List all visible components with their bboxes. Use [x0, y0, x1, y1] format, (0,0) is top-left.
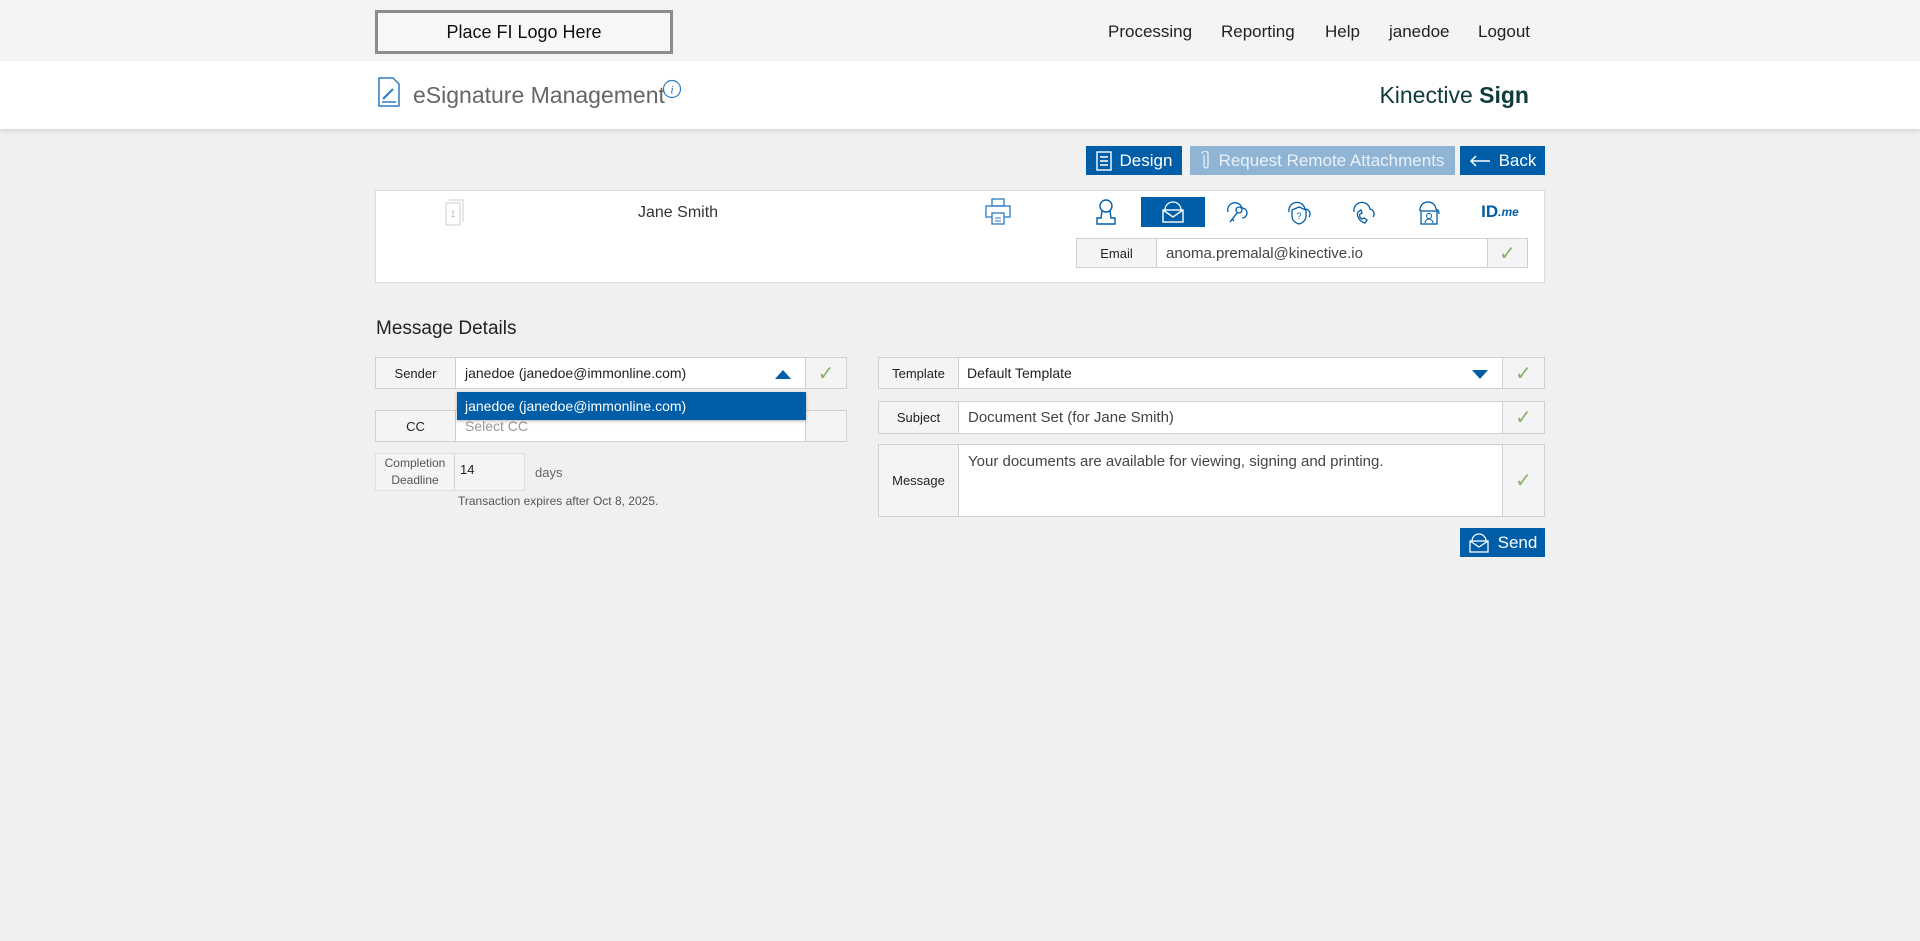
- deadline-label-2: Deadline: [391, 473, 439, 487]
- email-row: Email anoma.premalal@kinective.io ✓: [1076, 238, 1528, 268]
- deadline-box: Completion Deadline 14: [375, 453, 525, 491]
- auth-email-icon[interactable]: [1141, 197, 1205, 227]
- auth-shield-question-icon[interactable]: ?: [1279, 197, 1319, 227]
- auth-phone-icon[interactable]: [1343, 197, 1383, 227]
- sender-row: Sender janedoe (janedoe@immonline.com) ✓: [375, 357, 847, 389]
- app-header: [0, 61, 1920, 129]
- cc-check-area: [805, 411, 846, 441]
- svg-text:i: i: [670, 83, 673, 97]
- send-email-icon: [1468, 532, 1489, 553]
- sender-label: Sender: [376, 358, 456, 388]
- subject-input[interactable]: Document Set (for Jane Smith): [968, 409, 1174, 426]
- page-title: eSignature Management: [413, 82, 665, 108]
- svg-text:?: ?: [1296, 211, 1301, 221]
- email-label: Email: [1077, 239, 1157, 267]
- nav-logout[interactable]: Logout: [1478, 22, 1530, 41]
- nav-processing[interactable]: Processing: [1108, 22, 1193, 41]
- expiry-note: Transaction expires after Oct 8, 2025.: [458, 494, 659, 508]
- chevron-down-icon[interactable]: [1472, 370, 1488, 380]
- message-row: Message Your documents are available for…: [878, 444, 1545, 517]
- idme-text: ID: [1481, 202, 1499, 221]
- brand-bold: Sign: [1479, 82, 1529, 108]
- brand-light: Kinective: [1379, 82, 1473, 108]
- deadline-label-1: Completion: [384, 456, 446, 470]
- auth-person-icon[interactable]: [1086, 197, 1126, 227]
- back-label: Back: [1498, 150, 1537, 170]
- auth-idme-icon[interactable]: ID .me: [1475, 197, 1525, 227]
- sender-check-icon: ✓: [805, 358, 846, 388]
- email-value[interactable]: anoma.premalal@kinective.io: [1166, 244, 1363, 262]
- document-count: 1: [450, 209, 455, 219]
- design-button[interactable]: Design: [1086, 146, 1182, 175]
- sender-value: janedoe (janedoe@immonline.com): [465, 365, 687, 381]
- template-select[interactable]: Default Template: [959, 358, 1502, 388]
- subject-check-icon: ✓: [1502, 402, 1544, 433]
- send-label: Send: [1497, 532, 1538, 552]
- cc-label: CC: [376, 411, 456, 441]
- message-label: Message: [879, 445, 959, 516]
- template-check-icon: ✓: [1502, 358, 1544, 388]
- chevron-up-icon[interactable]: [775, 369, 791, 379]
- printer-icon[interactable]: [985, 198, 1011, 226]
- deadline-label: Completion Deadline: [376, 454, 455, 490]
- request-label: Request Remote Attachments: [1218, 150, 1445, 170]
- nav-help[interactable]: Help: [1325, 22, 1360, 41]
- email-check-icon: ✓: [1487, 239, 1527, 267]
- auth-id-card-icon[interactable]: [1409, 197, 1449, 227]
- request-remote-attachments-button[interactable]: Request Remote Attachments: [1190, 146, 1455, 175]
- deadline-unit: days: [535, 465, 563, 480]
- fi-logo-placeholder: Place FI Logo Here: [375, 10, 673, 54]
- brand-logo: Kinective Sign: [1378, 82, 1529, 109]
- message-textarea[interactable]: Your documents are available for viewing…: [968, 453, 1384, 470]
- idme-suffix: .me: [1498, 205, 1519, 219]
- cc-select[interactable]: Select CC: [465, 418, 529, 434]
- send-button[interactable]: Send: [1460, 528, 1545, 557]
- auth-key-icon[interactable]: [1216, 197, 1256, 227]
- top-bar: Place FI Logo Here Processing Reporting …: [0, 0, 1920, 61]
- signer-name: Jane Smith: [638, 204, 719, 221]
- message-details-title: Message Details: [376, 318, 517, 339]
- nav-user[interactable]: janedoe: [1389, 22, 1450, 41]
- template-row: Template Default Template ✓: [878, 357, 1545, 389]
- document-count-icon: 1: [445, 199, 464, 226]
- template-value: Default Template: [967, 365, 1072, 381]
- subject-label: Subject: [879, 402, 959, 433]
- nav-reporting[interactable]: Reporting: [1221, 22, 1295, 41]
- deadline-input[interactable]: 14: [455, 454, 524, 490]
- message-check-icon: ✓: [1502, 445, 1544, 516]
- esignature-document-icon: [378, 77, 400, 107]
- design-label: Design: [1119, 150, 1173, 170]
- back-button[interactable]: Back: [1460, 146, 1545, 175]
- sender-select[interactable]: janedoe (janedoe@immonline.com): [456, 358, 805, 388]
- paperclip-icon: [1200, 150, 1209, 169]
- template-label: Template: [879, 358, 959, 388]
- sender-option[interactable]: janedoe (janedoe@immonline.com): [457, 392, 806, 420]
- info-icon[interactable]: i: [662, 79, 682, 99]
- design-list-icon: [1095, 150, 1112, 171]
- subject-row: Subject Document Set (for Jane Smith) ✓: [878, 401, 1545, 434]
- arrow-left-icon: [1469, 154, 1490, 167]
